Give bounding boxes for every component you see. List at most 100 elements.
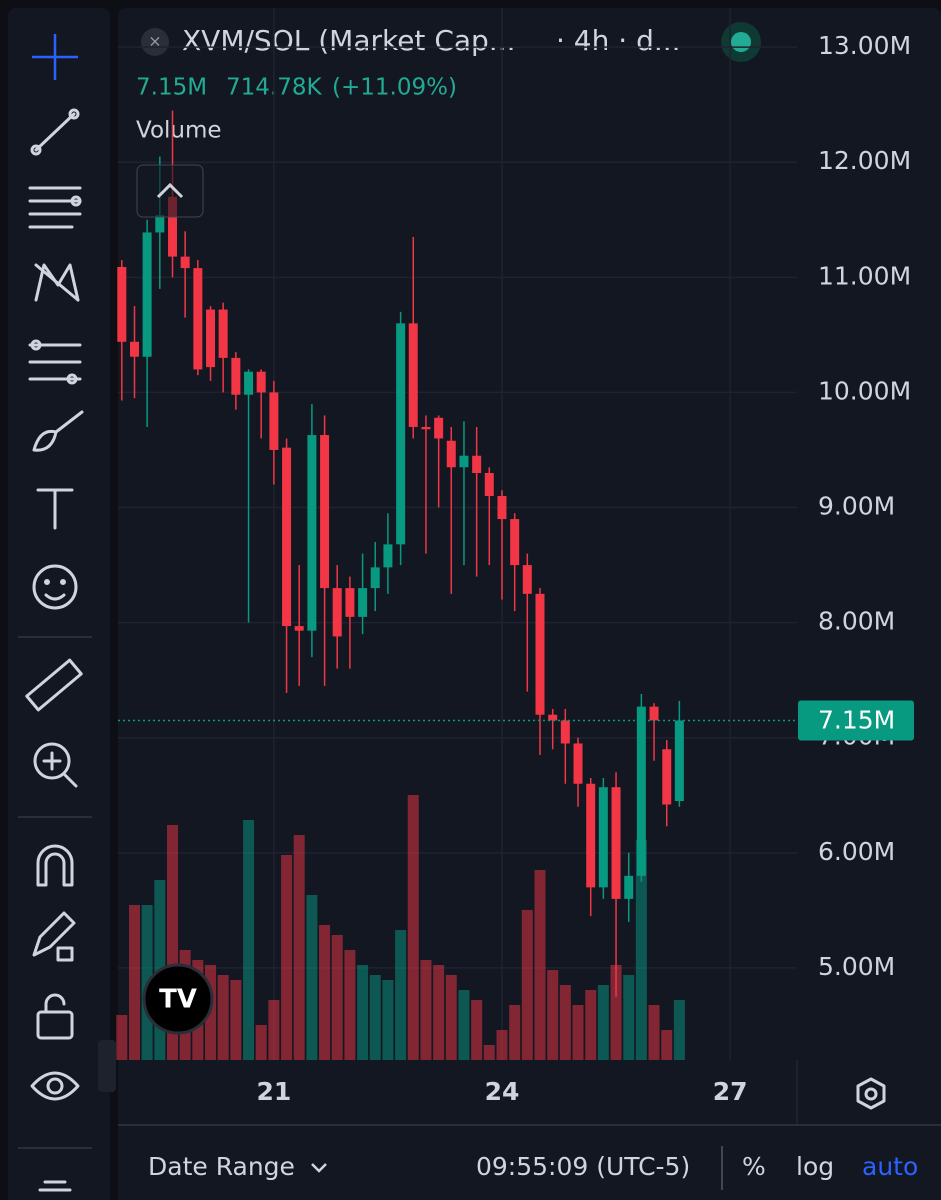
volume-bar (243, 820, 255, 1060)
y-tick-label: 8.00M (818, 607, 895, 636)
candle-body (573, 743, 583, 784)
volume-bar (471, 1000, 483, 1060)
status-dot (731, 32, 751, 52)
candle-body (142, 232, 152, 357)
candle-body (358, 588, 368, 617)
x-tick-label: 21 (256, 1077, 291, 1106)
logo-mark[interactable]: TV (159, 985, 197, 1015)
volume-bar (306, 895, 318, 1060)
x-tick-label: 24 (485, 1077, 520, 1106)
candle-body (370, 567, 380, 589)
candle-body (598, 787, 608, 888)
candle-body (256, 371, 266, 393)
last-value: 7.15M (136, 75, 207, 101)
clock: 09:55:09 (UTC-5) (476, 1152, 690, 1181)
candle-body (180, 256, 190, 269)
volume-bar (369, 975, 381, 1060)
volume-bar (344, 950, 356, 1060)
candle-body (674, 720, 684, 802)
volume-bar (496, 1030, 508, 1060)
candle-body (129, 341, 139, 357)
candle-body (510, 519, 520, 566)
candle-body (548, 714, 558, 721)
volume-bar (230, 980, 242, 1060)
logo[interactable] (142, 963, 214, 1035)
y-tick-label: 10.00M (818, 376, 911, 405)
candle-body (611, 787, 621, 899)
volume-label: Volume (136, 118, 222, 144)
candle-body (320, 435, 330, 589)
candle-body (332, 588, 342, 637)
change-pct: (+11.09%) (332, 75, 457, 101)
settings[interactable] (856, 1077, 886, 1110)
log-toggle[interactable]: log (796, 1152, 834, 1181)
volume-bar (661, 1030, 673, 1060)
candle-body (459, 455, 469, 468)
percent-toggle[interactable]: % (742, 1152, 766, 1181)
candle-body (472, 455, 482, 473)
candle-body (193, 268, 203, 370)
chart-panel (118, 8, 941, 1200)
candle-body (535, 593, 545, 715)
candle-body (434, 417, 444, 439)
candle-body (155, 215, 165, 233)
collapse-button[interactable] (136, 164, 204, 218)
candle-body (662, 749, 672, 805)
volume-bar (433, 965, 445, 1060)
volume-bar (293, 835, 305, 1060)
volume-bar (281, 855, 293, 1060)
volume-bar (547, 970, 559, 1060)
candle-body (624, 875, 634, 899)
dropdown-icon[interactable] (311, 1163, 327, 1173)
toolbar (8, 8, 110, 1200)
candle-body (446, 440, 456, 468)
collapse-icon[interactable] (156, 182, 184, 199)
y-tick-label: 13.00M (818, 31, 911, 60)
candle-body (649, 706, 659, 721)
candle-body (396, 323, 406, 545)
candle-body (294, 626, 304, 631)
volume-bar (559, 985, 571, 1060)
footer: Date Range 09:55:09 (UTC-5) % log auto (148, 1146, 918, 1190)
candle-body (421, 426, 431, 430)
candle-body (168, 196, 178, 257)
candle-body (484, 472, 494, 497)
candle-body (244, 371, 254, 395)
x-tick-label: 27 (713, 1077, 748, 1106)
candle-body (586, 783, 596, 888)
volume-bar (116, 1015, 128, 1060)
last-price-label: 7.15M (818, 705, 895, 734)
date-range[interactable]: Date Range (148, 1152, 295, 1181)
volume-bar (255, 1025, 267, 1060)
volume-bar (407, 795, 419, 1060)
volume-bar (217, 975, 229, 1060)
candle-body (269, 392, 279, 450)
volume-bar (635, 840, 647, 1060)
toolbar-icons[interactable] (18, 34, 116, 1192)
candle-body (383, 544, 393, 568)
volume-bar (128, 905, 140, 1060)
volume-bar (509, 1005, 521, 1060)
volume-bar (395, 930, 407, 1060)
volume-bar (585, 990, 597, 1060)
y-tick-label: 5.00M (818, 952, 895, 981)
candle-body (408, 323, 418, 427)
volume-bar (331, 935, 343, 1060)
candle-body (636, 706, 646, 876)
volume-bar (420, 960, 432, 1060)
y-tick-label: 12.00M (818, 146, 911, 175)
candle-body (218, 309, 228, 358)
close-button[interactable] (141, 28, 169, 56)
candle-body (522, 565, 532, 594)
candle-body (345, 588, 355, 617)
candle-body (560, 720, 570, 744)
y-tick-label: 6.00M (818, 837, 895, 866)
close-icon[interactable]: × (148, 32, 161, 51)
volume-bar (534, 870, 546, 1060)
volume-bar (597, 985, 609, 1060)
auto-toggle[interactable]: auto (862, 1152, 918, 1181)
volume-bar (610, 965, 622, 1060)
volume-bar (458, 990, 470, 1060)
